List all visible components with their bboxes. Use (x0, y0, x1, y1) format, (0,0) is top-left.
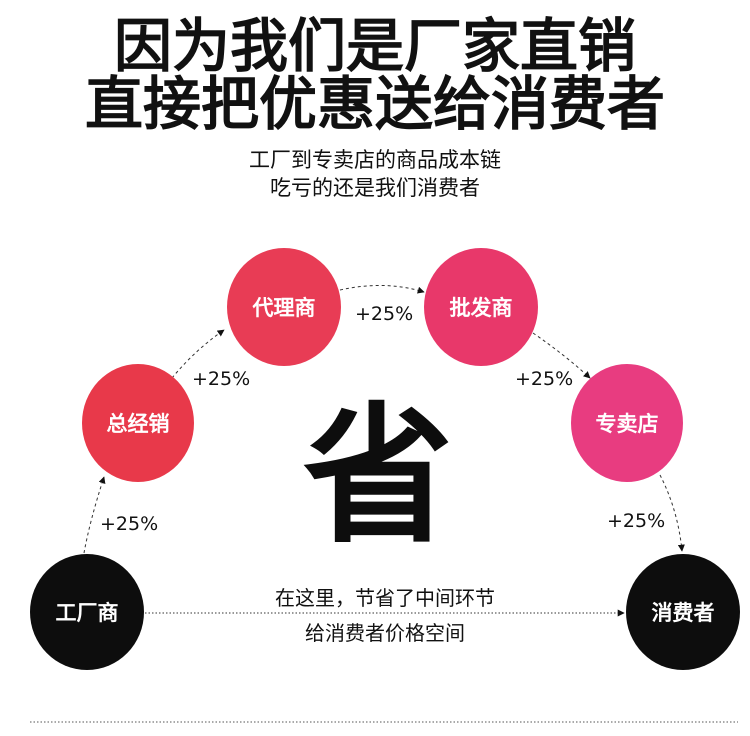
title-line-1: 因为我们是厂家直销 (114, 12, 636, 80)
middle-text-line-1: 在这里，节省了中间环节 (275, 586, 495, 610)
connector-arrow (339, 285, 425, 294)
connector-arrow (659, 474, 685, 552)
markup-label: +25% (100, 513, 158, 535)
node-consumer: 消费者 (626, 554, 740, 670)
markup-label: +25% (607, 510, 665, 532)
subtitle-line-2: 吃亏的还是我们消费者 (270, 176, 480, 200)
node-agent: 代理商 (227, 248, 341, 366)
node-label: 批发商 (450, 296, 513, 320)
node-label: 代理商 (252, 296, 316, 320)
markup-label: +25% (355, 303, 413, 325)
middle-text-line-2: 给消费者价格空间 (305, 621, 465, 645)
node-label: 专卖店 (596, 412, 659, 436)
node-general-distributor: 总经销 (82, 364, 194, 482)
node-label: 工厂商 (56, 601, 119, 625)
connector-arrow (83, 476, 106, 554)
subtitle-line-1: 工厂到专卖店的商品成本链 (249, 148, 501, 172)
node-label: 消费者 (652, 601, 715, 625)
title-line-2: 直接把优惠送给消费者 (85, 70, 665, 138)
node-label: 总经销 (107, 412, 170, 436)
save-character: 省 (303, 390, 453, 564)
node-retail-store: 专卖店 (571, 364, 683, 482)
markup-label: +25% (192, 368, 250, 390)
connector-arrow (171, 329, 225, 379)
connector-arrow (532, 332, 591, 379)
node-factory: 工厂商 (30, 554, 144, 670)
markup-label: +25% (515, 368, 573, 390)
node-wholesaler: 批发商 (424, 248, 538, 366)
